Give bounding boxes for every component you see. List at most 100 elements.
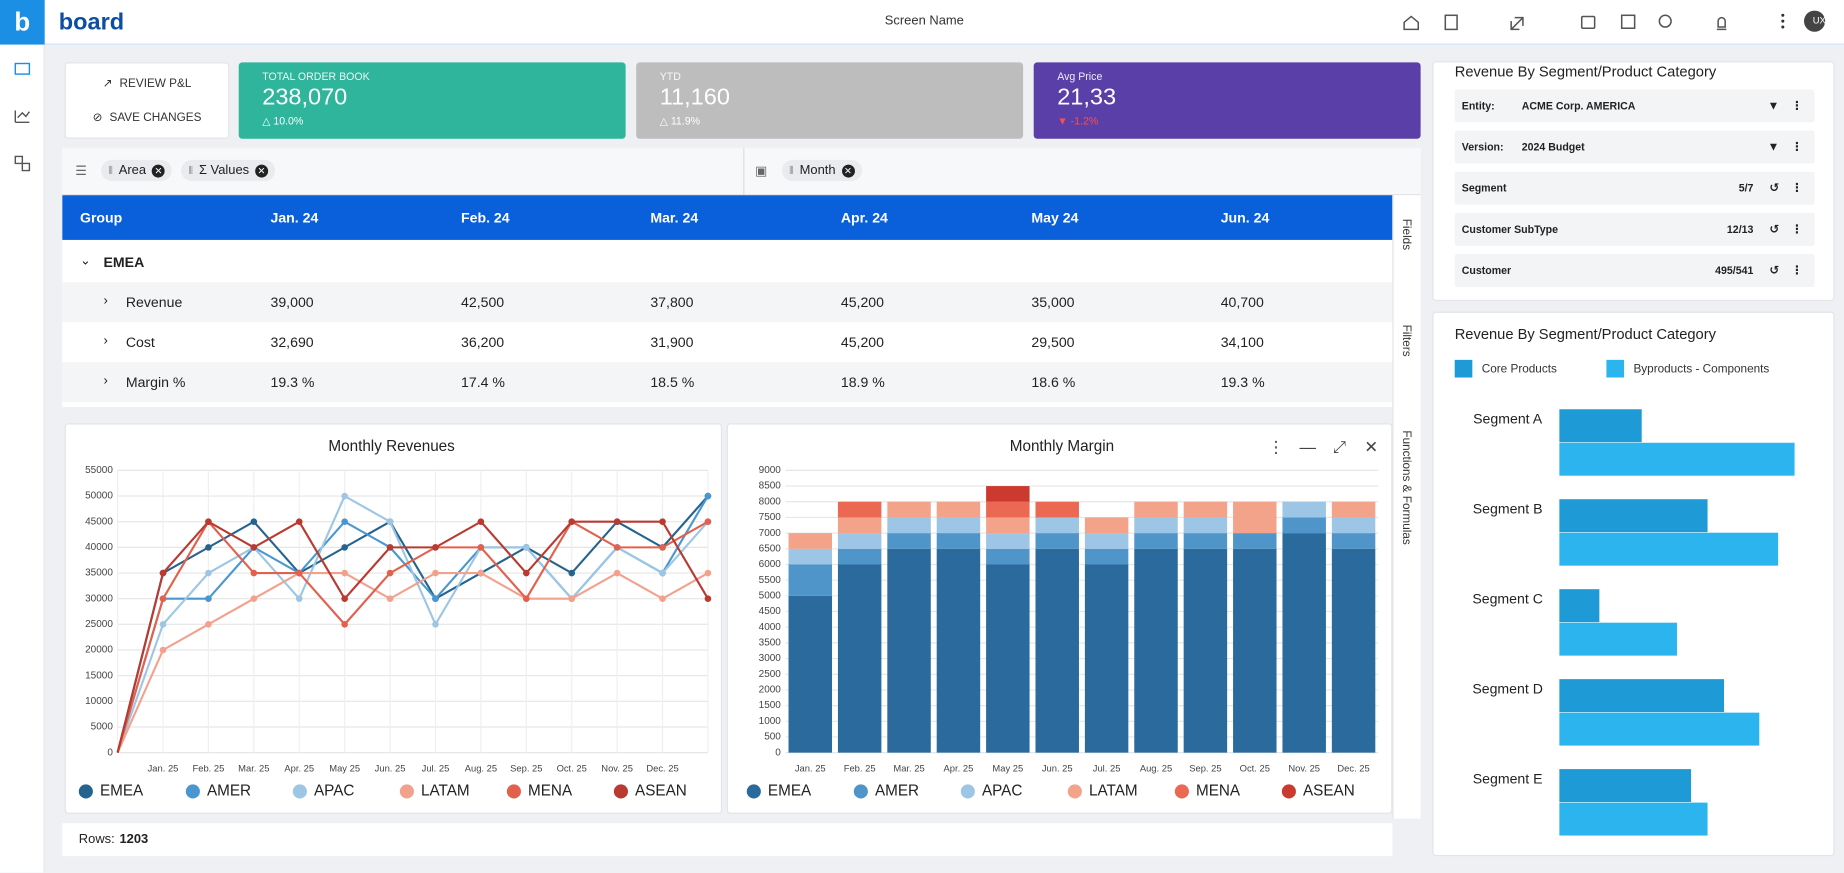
icon: ↗ xyxy=(102,77,113,90)
cell: 34,100 xyxy=(1220,333,1264,351)
save-button[interactable]: ⊘ SAVE CHANGES xyxy=(65,107,230,128)
rail-model-icon[interactable] xyxy=(14,155,31,172)
panel-icon[interactable] xyxy=(1444,14,1458,31)
icon: △ xyxy=(659,115,671,128)
data-point xyxy=(341,518,348,526)
filter-icon[interactable]: ↺ xyxy=(1769,222,1780,236)
data-point xyxy=(250,569,258,577)
more-icon[interactable]: ⋮ xyxy=(1791,140,1803,154)
expand-icon[interactable]: › xyxy=(103,333,108,349)
more-icon[interactable]: ⋮ xyxy=(1791,99,1803,113)
grid-icon[interactable] xyxy=(1620,14,1636,29)
data-point xyxy=(659,595,666,602)
field-chip[interactable]: ⦀ Σ Values ✕ xyxy=(181,159,276,182)
chip-remove[interactable]: ✕ xyxy=(841,164,855,177)
side-tab[interactable]: Functions & Formulas xyxy=(1399,430,1412,544)
field-chip[interactable]: ⦀ Month ✕ xyxy=(782,159,862,182)
filter-row[interactable]: Customer 495/541 ↺ ⋮ xyxy=(1454,254,1815,287)
header xyxy=(0,0,1844,45)
rows-value: 1203 xyxy=(119,832,149,847)
panel-control[interactable]: ⋮ xyxy=(1268,438,1284,456)
bar-segment xyxy=(936,548,981,753)
more-icon[interactable]: ⋮ xyxy=(1791,264,1803,277)
category-label: Segment B xyxy=(1473,501,1543,517)
review-button[interactable]: ↗ REVIEW P&L xyxy=(65,73,230,94)
expand-icon[interactable]: › xyxy=(103,373,108,389)
data-point xyxy=(659,518,666,526)
more-icon[interactable]: ⋮ xyxy=(1791,222,1803,236)
filter-row[interactable]: Segment 5/7 ↺ ⋮ xyxy=(1454,171,1815,205)
panel-control[interactable]: — xyxy=(1299,438,1316,456)
series-line xyxy=(116,571,709,754)
cell: 31,900 xyxy=(650,333,694,351)
data-point xyxy=(205,621,212,628)
filter-row[interactable]: Customer SubType 12/13 ↺ ⋮ xyxy=(1454,212,1815,246)
avatar[interactable] xyxy=(1803,10,1826,32)
chip-label: Month xyxy=(799,163,836,178)
legend-label: AMER xyxy=(207,782,251,799)
logo-mark[interactable]: b xyxy=(0,0,45,45)
bar-segment xyxy=(986,517,1030,534)
expand-icon[interactable]: › xyxy=(103,294,108,309)
filter-row[interactable]: Entity: ACME Corp. AMERICA ▼ ⋮ xyxy=(1454,89,1815,123)
kpi-value: 11,160 xyxy=(659,84,730,111)
panel-control[interactable]: ✕ xyxy=(1364,438,1378,456)
column-header: Jun. 24 xyxy=(1220,209,1270,226)
cell: 40,700 xyxy=(1220,294,1264,311)
bar-segment xyxy=(936,501,981,518)
home-icon[interactable] xyxy=(1403,15,1420,31)
expand-icon[interactable]: ⌄ xyxy=(79,254,91,269)
kpi-card[interactable]: TOTAL ORDER BOOK 238,070 △ 10.0% xyxy=(238,62,626,139)
expand-icon[interactable] xyxy=(1510,16,1524,31)
rail-chart-icon[interactable] xyxy=(14,110,30,124)
rail-screen-icon[interactable] xyxy=(14,62,31,75)
filter-icon[interactable]: ▼ xyxy=(1767,140,1780,154)
cell: 39,000 xyxy=(270,294,314,311)
y-tick-label: 5000 xyxy=(91,722,114,733)
data-point xyxy=(523,595,530,602)
y-tick-label: 2500 xyxy=(759,669,782,680)
bar-segment xyxy=(1084,548,1129,565)
filter-icon[interactable]: ↺ xyxy=(1769,181,1780,195)
chip-remove[interactable]: ✕ xyxy=(151,164,165,177)
filter-icon[interactable]: ↺ xyxy=(1769,264,1780,277)
panel-control[interactable]: ⤢ xyxy=(1333,438,1346,456)
actions-card xyxy=(64,62,230,139)
data-point xyxy=(341,544,348,551)
filter-label: Version: xyxy=(1461,141,1504,153)
kpi-card[interactable]: YTD 11,160 △ 11.9% xyxy=(636,62,1024,139)
review-label: REVIEW P&L xyxy=(119,77,192,90)
legend-marker xyxy=(960,784,975,799)
filter-row[interactable]: Version: 2024 Budget ▼ ⋮ xyxy=(1454,130,1815,164)
x-tick-label: May 25 xyxy=(992,763,1023,774)
chart-title: Revenue By Segment/Product Category xyxy=(1455,327,1717,343)
y-tick-label: 8000 xyxy=(759,496,782,507)
x-tick-label: Feb. 25 xyxy=(192,763,224,774)
save-label: SAVE CHANGES xyxy=(109,111,202,125)
filter-title: Revenue By Segment/Product Category xyxy=(1454,63,1717,80)
kpi-card[interactable]: Avg Price 21,33 ▼ -1.2% xyxy=(1033,62,1421,139)
bar xyxy=(1559,409,1642,443)
legend-marker xyxy=(1174,784,1189,799)
y-tick-label: 7500 xyxy=(759,512,782,523)
bell-icon[interactable] xyxy=(1716,16,1727,31)
bar-segment xyxy=(936,517,981,534)
bar-segment xyxy=(887,533,931,549)
bar-segment xyxy=(1035,517,1079,534)
chat-icon[interactable] xyxy=(1658,14,1672,28)
field-chip[interactable]: ⦀ Area ✕ xyxy=(101,159,172,182)
side-tab[interactable]: Filters xyxy=(1399,325,1412,357)
legend-label: APAC xyxy=(982,782,1022,799)
legend-label: ASEAN xyxy=(1303,782,1355,799)
y-tick-label: 10000 xyxy=(85,696,113,707)
data-point xyxy=(386,544,394,551)
more-icon[interactable]: ⋮ xyxy=(1791,181,1803,195)
chip-remove[interactable]: ✕ xyxy=(255,164,268,177)
data-point xyxy=(250,595,258,602)
data-point xyxy=(568,595,576,602)
note-icon[interactable] xyxy=(1580,15,1596,29)
side-tab[interactable]: Fields xyxy=(1399,219,1412,250)
filter-icon[interactable]: ▼ xyxy=(1767,99,1780,113)
